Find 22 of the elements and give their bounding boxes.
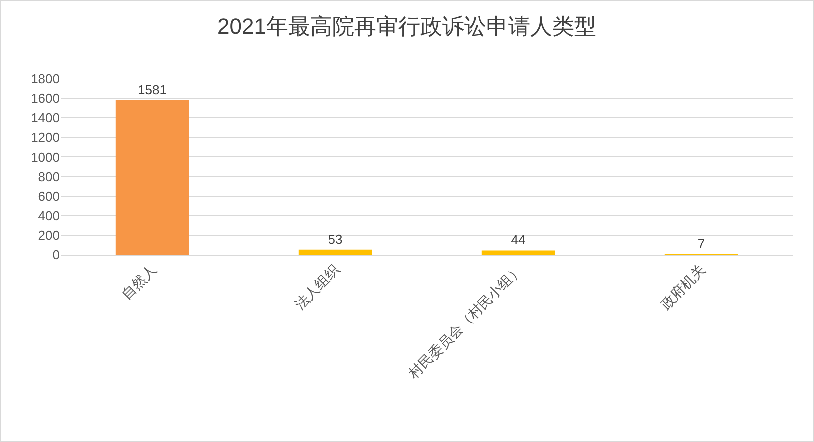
chart-title: 2021年最高院再审行政诉讼申请人类型 (218, 14, 596, 39)
y-tick-label: 1000 (31, 150, 60, 165)
bar (482, 250, 556, 255)
y-tick-label: 200 (38, 228, 60, 243)
x-tick-label: 法人组织 (292, 262, 343, 312)
y-tick-label: 1800 (31, 72, 60, 87)
y-tick-label: 600 (38, 188, 60, 204)
data-label: 44 (511, 232, 526, 248)
x-tick-label: 村民委员会（村民小组） (404, 262, 526, 382)
y-tick-label: 800 (38, 169, 60, 184)
y-tick-label: 0 (52, 248, 60, 263)
data-label: 7 (698, 236, 706, 252)
y-tick-label: 1400 (31, 110, 60, 126)
y-tick-label: 1200 (31, 130, 60, 146)
bar (298, 250, 372, 255)
x-tick-label: 政府机关 (658, 262, 709, 312)
y-tick-label: 400 (38, 208, 60, 224)
bar (116, 100, 190, 255)
data-label: 1581 (138, 82, 167, 98)
y-tick-label: 1600 (31, 91, 60, 106)
data-label: 53 (328, 232, 343, 247)
x-tick-label: 自然人 (118, 262, 160, 303)
